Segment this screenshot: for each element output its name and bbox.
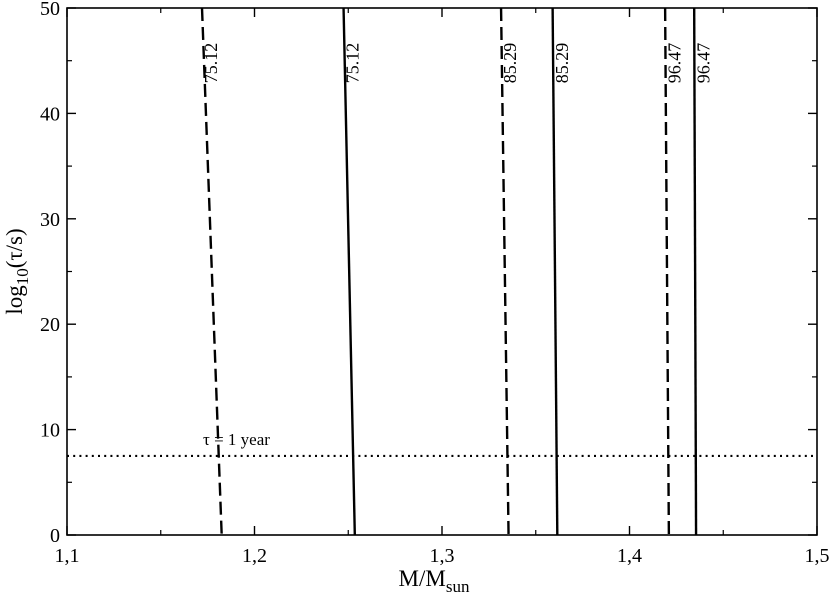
series-layer [67, 8, 817, 535]
y-tick-label: 10 [40, 420, 60, 442]
series-line-solid-4 [551, 8, 559, 535]
y-tick-label: 40 [40, 103, 60, 125]
y-tick-label: 0 [50, 525, 60, 547]
x-tick-label: 1,2 [242, 545, 267, 567]
x-tick-label: 1,4 [617, 545, 642, 567]
series-label-5: 96.47 [664, 43, 684, 84]
x-tick-label: 1,5 [805, 545, 830, 567]
y-axis-title-sub: 10 [13, 268, 32, 285]
series-label-3: 85.29 [500, 43, 520, 84]
axes-layer [66, 7, 818, 536]
series-label-6: 96.47 [693, 43, 713, 84]
series-label-2: 75.12 [343, 43, 363, 84]
series-line-dashed-3 [499, 8, 510, 535]
y-tick-label: 30 [40, 209, 60, 231]
series-line-solid-2 [342, 8, 357, 535]
y-axis-title-post: (τ/s) [2, 228, 27, 268]
y-axis-title: log10(τ/s) [2, 228, 32, 314]
y-axis-title-pre: log [2, 285, 27, 315]
series-label-4: 85.29 [552, 43, 572, 84]
series-line-solid-6 [692, 8, 698, 535]
series-label-1: 75.12 [201, 43, 221, 84]
y-tick-label: 20 [40, 314, 60, 336]
series-line-dashed-5 [663, 8, 671, 535]
y-tick-label: 50 [40, 0, 60, 20]
x-tick-label: 1,3 [430, 545, 455, 567]
x-tick-label: 1,1 [55, 545, 80, 567]
series-line-dashed-1 [200, 8, 223, 535]
x-axis-title: M/Msun [399, 566, 470, 596]
reference-line-label: τ = 1 year [203, 430, 270, 449]
x-axis-title-sub: sun [446, 577, 470, 596]
x-axis-title-main: M/M [399, 566, 446, 591]
